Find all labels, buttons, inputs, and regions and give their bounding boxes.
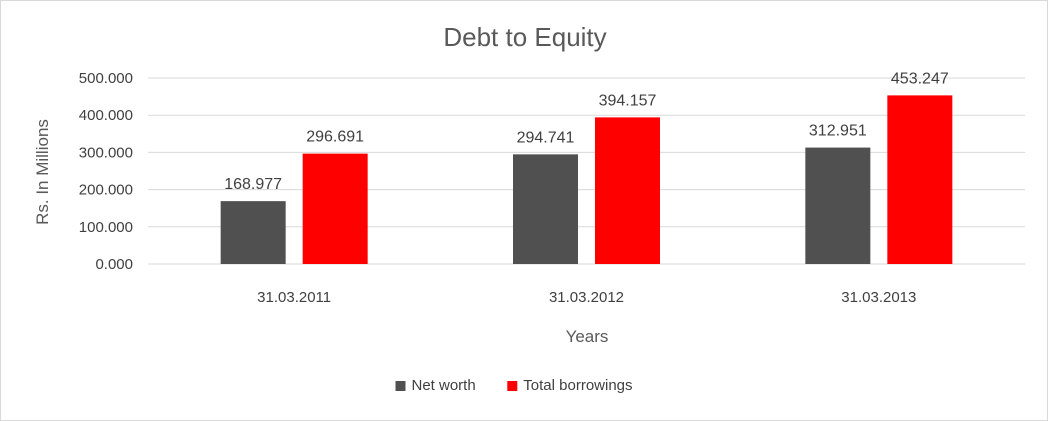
x-tick-label: 31.03.2013 xyxy=(841,289,916,306)
x-tick-label: 31.03.2011 xyxy=(257,289,331,306)
y-axis-ticks: 0.000 100.000 200.000 300.000 400.000 500.000 xyxy=(79,70,133,273)
y-tick-label: 100.000 xyxy=(79,219,133,236)
data-labels: 168.977 296.691 294.741 394.157 312.951 453.2… xyxy=(224,70,949,193)
y-tick-label: 300.000 xyxy=(79,144,133,161)
y-axis-label: Rs. In Millions xyxy=(33,119,52,225)
legend-swatch xyxy=(507,381,518,391)
gridlines xyxy=(148,77,1025,265)
bar-total-borrowings xyxy=(887,95,953,264)
data-label: 453.247 xyxy=(891,70,949,87)
bar-net-worth xyxy=(513,154,578,264)
bar-net-worth xyxy=(220,201,286,264)
legend-label: Total borrowings xyxy=(523,377,632,394)
data-label: 294.741 xyxy=(517,129,575,146)
y-tick-label: 200.000 xyxy=(79,182,133,199)
y-tick-label: 500.000 xyxy=(79,70,133,87)
data-label: 394.157 xyxy=(599,92,657,109)
y-tick-label: 400.000 xyxy=(79,107,133,124)
bars xyxy=(220,95,953,264)
x-axis-label: Years xyxy=(566,327,609,346)
legend: Net worth Total borrowings xyxy=(395,377,633,394)
y-tick-label: 0.000 xyxy=(95,256,133,273)
x-axis-ticks: 31.03.2011 31.03.2012 31.03.2013 xyxy=(257,289,916,306)
bar-net-worth xyxy=(805,147,871,264)
bar-total-borrowings xyxy=(595,117,660,264)
data-label: 312.951 xyxy=(809,123,867,140)
chart-title: Debt to Equity xyxy=(443,22,606,52)
legend-swatch xyxy=(395,381,406,391)
legend-label: Net worth xyxy=(412,377,476,394)
x-tick-label: 31.03.2012 xyxy=(549,289,624,306)
bar-total-borrowings xyxy=(302,153,368,264)
data-label: 296.691 xyxy=(306,129,364,146)
data-label: 168.977 xyxy=(224,176,282,193)
